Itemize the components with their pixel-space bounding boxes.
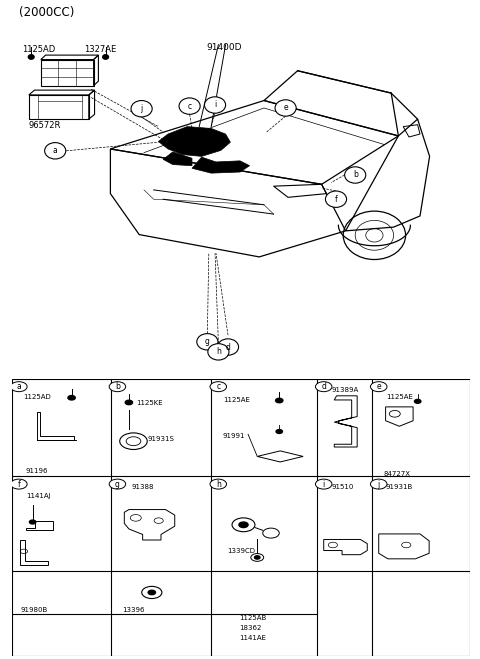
Circle shape xyxy=(109,479,126,489)
Circle shape xyxy=(29,520,36,524)
Circle shape xyxy=(371,479,387,489)
Text: 91980B: 91980B xyxy=(20,606,48,612)
Text: 91400D: 91400D xyxy=(206,43,242,52)
Circle shape xyxy=(148,590,156,594)
Circle shape xyxy=(11,479,27,489)
Circle shape xyxy=(210,382,227,391)
Circle shape xyxy=(414,399,421,403)
Circle shape xyxy=(103,55,108,59)
Circle shape xyxy=(68,395,75,400)
Circle shape xyxy=(217,339,239,355)
Text: f: f xyxy=(17,480,20,488)
Circle shape xyxy=(275,100,296,116)
Circle shape xyxy=(315,382,332,391)
Text: i: i xyxy=(214,101,216,109)
Text: 91991: 91991 xyxy=(223,433,245,439)
Text: e: e xyxy=(376,382,381,391)
Text: 1327AE: 1327AE xyxy=(84,45,116,53)
Text: a: a xyxy=(53,146,58,156)
Circle shape xyxy=(210,479,227,489)
Circle shape xyxy=(345,167,366,183)
Text: d: d xyxy=(321,382,326,391)
Text: 91931S: 91931S xyxy=(147,436,174,442)
Text: 18362: 18362 xyxy=(239,625,261,631)
Text: 1125AD: 1125AD xyxy=(24,394,51,400)
Circle shape xyxy=(325,191,347,208)
Circle shape xyxy=(109,382,126,391)
Circle shape xyxy=(28,55,34,59)
Circle shape xyxy=(276,398,283,403)
Text: i: i xyxy=(323,480,325,488)
Circle shape xyxy=(197,333,218,350)
Text: 13396: 13396 xyxy=(122,606,144,612)
Text: c: c xyxy=(216,382,220,391)
Text: 1125AD: 1125AD xyxy=(22,45,55,53)
Text: (2000CC): (2000CC) xyxy=(19,5,74,18)
Text: 1125KE: 1125KE xyxy=(136,399,162,406)
Text: 96572R: 96572R xyxy=(29,121,61,130)
Text: 1125AE: 1125AE xyxy=(386,394,413,400)
Circle shape xyxy=(239,522,248,528)
Circle shape xyxy=(254,556,260,559)
Circle shape xyxy=(125,400,132,405)
Polygon shape xyxy=(192,157,250,173)
Circle shape xyxy=(11,382,27,391)
Text: 91510: 91510 xyxy=(332,484,354,490)
Circle shape xyxy=(204,97,226,113)
Polygon shape xyxy=(163,152,192,165)
Text: j: j xyxy=(378,480,380,488)
Text: 1141AJ: 1141AJ xyxy=(27,493,51,499)
Text: a: a xyxy=(16,382,21,391)
Text: g: g xyxy=(115,480,120,488)
Text: f: f xyxy=(335,194,337,204)
Circle shape xyxy=(276,430,282,434)
Text: h: h xyxy=(216,480,221,488)
Circle shape xyxy=(315,479,332,489)
Circle shape xyxy=(131,101,152,117)
Text: j: j xyxy=(141,104,143,113)
Text: 1141AE: 1141AE xyxy=(239,635,266,641)
Text: 84727X: 84727X xyxy=(384,471,410,477)
Text: 91388: 91388 xyxy=(131,484,154,490)
Text: h: h xyxy=(216,347,221,357)
Text: c: c xyxy=(188,101,192,111)
Text: 91196: 91196 xyxy=(26,468,48,474)
Text: e: e xyxy=(283,103,288,113)
Text: b: b xyxy=(115,382,120,391)
Circle shape xyxy=(208,343,229,360)
Text: d: d xyxy=(226,343,230,351)
Text: 1339CD: 1339CD xyxy=(228,548,255,554)
Circle shape xyxy=(179,98,200,114)
Text: 1125AB: 1125AB xyxy=(239,615,266,621)
Text: 91931B: 91931B xyxy=(385,484,413,490)
Text: 1125AE: 1125AE xyxy=(223,397,250,403)
Text: g: g xyxy=(205,337,210,346)
Text: b: b xyxy=(353,171,358,179)
Circle shape xyxy=(371,382,387,391)
Text: 91389A: 91389A xyxy=(332,387,359,393)
Polygon shape xyxy=(158,127,230,156)
Circle shape xyxy=(45,142,66,159)
